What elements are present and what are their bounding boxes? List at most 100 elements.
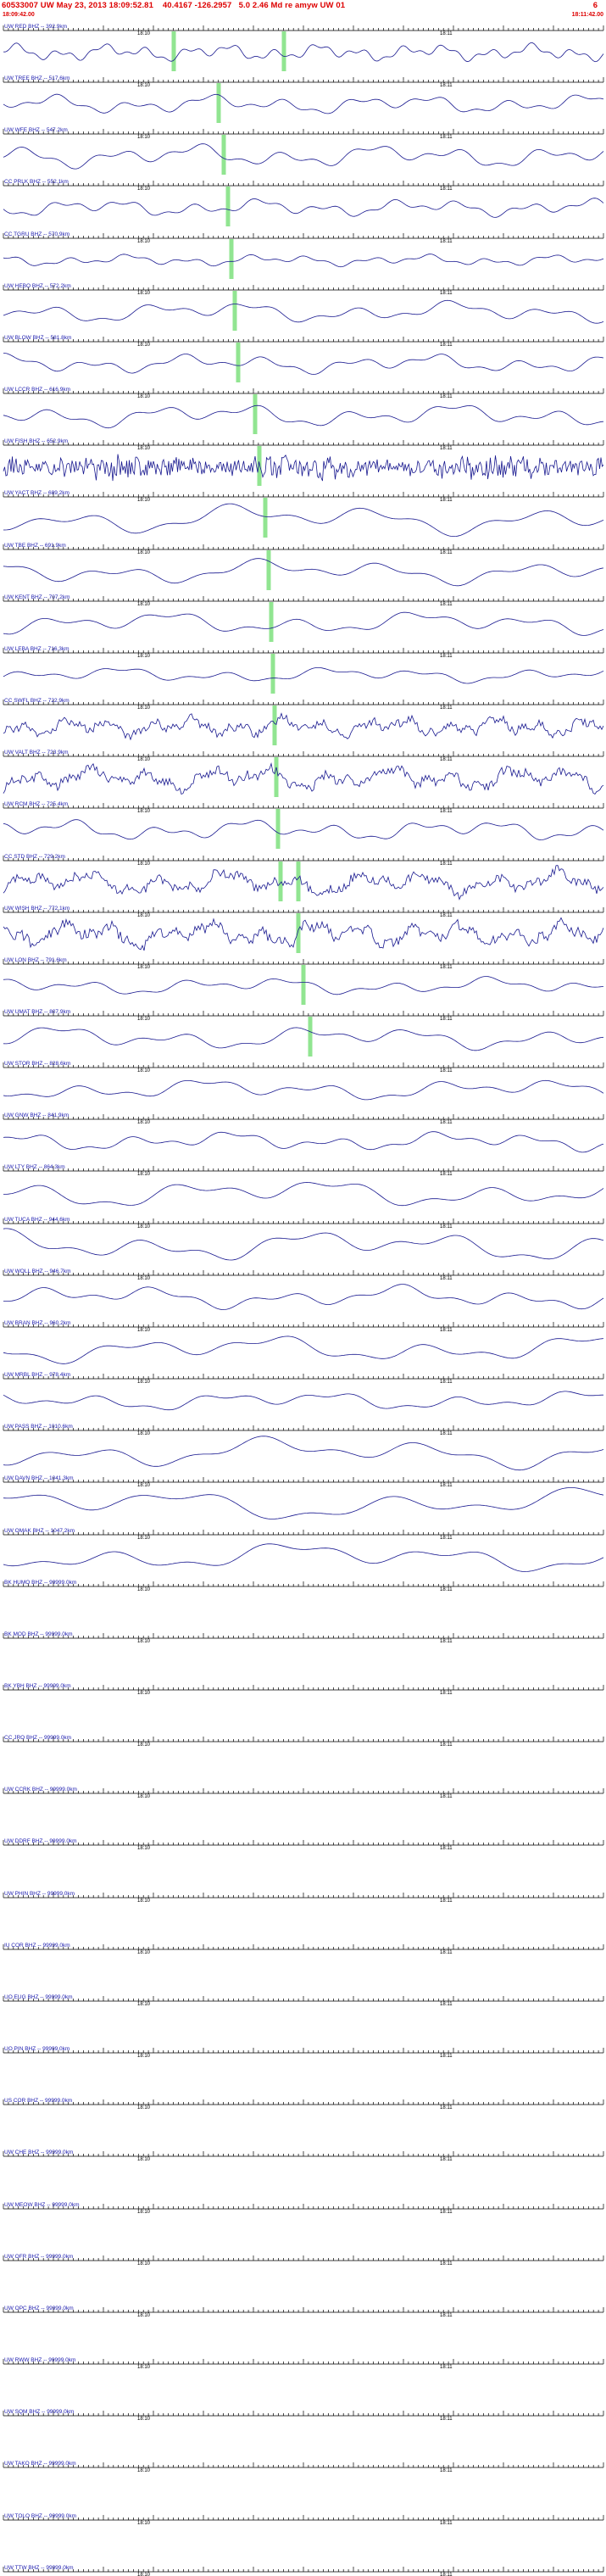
waveform: [3, 299, 604, 324]
trace-plot: [3, 129, 604, 176]
trace-row[interactable]: UW TUCA BHZ -- 944.6km 18:10 18:11: [0, 1213, 606, 1265]
trace-row[interactable]: UW OFR BHZ -- 99999.0km 18:10 18:11: [0, 2250, 606, 2302]
trace-row[interactable]: UW LTY BHZ -- 864.3km 18:10 18:11: [0, 1161, 606, 1213]
trace-plot: [3, 1632, 604, 1639]
pick-marker[interactable]: [232, 290, 237, 331]
trace-row[interactable]: UW WISH BHZ -- 772.1km 18:10 18:11: [0, 902, 606, 954]
trace-row[interactable]: UW CHE BHZ -- 99999.0km 18:10 18:11: [0, 2146, 606, 2198]
minute-label: 18:10: [137, 2520, 151, 2526]
pick-marker[interactable]: [263, 498, 268, 538]
time-ruler: [3, 440, 604, 446]
pick-marker[interactable]: [221, 135, 226, 176]
trace-row[interactable]: UW TREE BHZ -- 517.6km 18:10 18:11: [0, 72, 606, 124]
minute-label: 18:11: [440, 498, 453, 504]
trace-row[interactable]: UW DDRF BHZ -- 99999.0km 18:10 18:11: [0, 1835, 606, 1887]
trace-row[interactable]: BK YBH BHZ -- 99999.0km 18:10 18:11: [0, 1680, 606, 1731]
pick-marker[interactable]: [225, 187, 231, 227]
trace-row[interactable]: UW GNW BHZ -- 841.9km 18:10 18:11: [0, 1109, 606, 1161]
time-ruler: [3, 1632, 604, 1639]
pick-marker[interactable]: [296, 912, 301, 953]
trace-row[interactable]: BK HUMO BHZ -- 99999.0km 18:10 18:11: [0, 1576, 606, 1628]
pick-marker[interactable]: [236, 342, 241, 382]
trace-row[interactable]: UW TAKO BHZ -- 99999.0km 18:10 18:11: [0, 2457, 606, 2509]
trace-row[interactable]: UW UMAT BHZ -- 807.9km 18:10 18:11: [0, 1006, 606, 1057]
trace-row[interactable]: UW PHIN BHZ -- 99999.0km 18:10 18:11: [0, 1887, 606, 1939]
minute-label: 18:11: [440, 1172, 453, 1178]
trace-row[interactable]: UW BLOW BHZ -- 581.8km 18:10 18:11: [0, 332, 606, 383]
waveform: [3, 864, 604, 900]
channel-label: UW WISH BHZ -- 772.1km: [4, 905, 70, 912]
minute-label: 18:11: [440, 2312, 453, 2318]
channel-label: UW TREE BHZ -- 517.6km: [4, 75, 70, 82]
pick-marker[interactable]: [269, 601, 274, 642]
trace-row[interactable]: UO EUG BHZ -- 99999.0km 18:10 18:11: [0, 1991, 606, 2043]
trace-row[interactable]: CC SWFL BHZ -- 722.9km 18:10 18:11: [0, 694, 606, 746]
waveform: [3, 611, 604, 636]
trace-row[interactable]: UW VALT BHZ -- 723.9km 18:10 18:11: [0, 746, 606, 798]
trace-row[interactable]: UW LON BHZ -- 791.6km 18:10 18:11: [0, 954, 606, 1006]
time-ruler: [3, 336, 604, 343]
trace-row[interactable]: UW STOR BHZ -- 828.6km 18:10 18:11: [0, 1057, 606, 1109]
trace-row[interactable]: UW TOLO BHZ -- 99999.0km 18:10 18:11: [0, 2510, 606, 2562]
trace-row[interactable]: CC TGRU BHZ -- 570.9km 18:10 18:11: [0, 228, 606, 280]
trace-row[interactable]: UW TBE BHZ -- 691.9km 18:10 18:11: [0, 539, 606, 591]
trace-row[interactable]: CC STD BHZ -- 729.2km 18:10 18:11: [0, 850, 606, 902]
trace-row[interactable]: UW CCRK BHZ -- 99999.0km 18:10 18:11: [0, 1783, 606, 1835]
trace-row[interactable]: UW YACT BHZ -- 689.2km 18:10 18:11: [0, 487, 606, 538]
trace-row[interactable]: UW PASS BHZ -- 1010.6km 18:10 18:11: [0, 1420, 606, 1472]
trace-row[interactable]: UW MRBL BHZ -- 978.4km 18:10 18:11: [0, 1369, 606, 1420]
trace-row[interactable]: UW OMAK BHZ -- 1047.2km 18:10 18:11: [0, 1525, 606, 1576]
trace-row[interactable]: UW WFE BHZ -- 547.2km 18:10 18:11: [0, 124, 606, 176]
trace-row[interactable]: US COR BHZ -- 99999.0km 18:10 18:11: [0, 2094, 606, 2146]
trace-row[interactable]: UO PIN BHZ -- 99999.0km 18:10 18:11: [0, 2043, 606, 2094]
pick-marker[interactable]: [275, 809, 281, 850]
minute-label: 18:11: [440, 705, 453, 711]
minute-label: 18:10: [137, 1846, 151, 1852]
pick-marker[interactable]: [216, 83, 221, 124]
trace-row[interactable]: CC JRO BHZ -- 99999.0km 18:10 18:11: [0, 1731, 606, 1783]
trace-row[interactable]: UW BRAN BHZ -- 960.2km 18:10 18:11: [0, 1317, 606, 1369]
pick-marker[interactable]: [274, 757, 279, 798]
trace-row[interactable]: UW OPC BHZ -- 99999.0km 18:10 18:11: [0, 2302, 606, 2354]
trace-row[interactable]: UW RED BHZ -- 392.9km 18:10 18:11: [0, 20, 606, 72]
trace-row[interactable]: UW TTW BHZ -- 99999.0km 18:10 18:11: [0, 2562, 606, 2576]
trace-row[interactable]: CC PRLK BHZ -- 552.1km 18:10 18:11: [0, 176, 606, 227]
trace-plot: [3, 440, 604, 487]
channel-label: BK YBH BHZ -- 99999.0km: [4, 1683, 71, 1689]
pick-marker[interactable]: [253, 394, 258, 435]
pick-marker[interactable]: [266, 549, 271, 590]
trace-row[interactable]: UW KENT BHZ -- 707.2km 18:10 18:11: [0, 591, 606, 643]
trace-plot: [3, 1010, 604, 1057]
waveform: [3, 1436, 604, 1471]
minute-label: 18:10: [137, 31, 151, 36]
pick-marker[interactable]: [301, 964, 306, 1005]
pick-marker[interactable]: [281, 31, 286, 71]
pick-marker[interactable]: [272, 705, 277, 746]
trace-row[interactable]: UW RCM BHZ -- 725.4km 18:10 18:11: [0, 798, 606, 850]
pick-marker[interactable]: [270, 653, 275, 694]
trace-row[interactable]: UW MEOW BHZ -- 99999.0km 18:10 18:11: [0, 2199, 606, 2250]
channel-label: UW YACT BHZ -- 689.2km: [4, 490, 69, 497]
trace-row[interactable]: UW WOLL BHZ -- 946.7km 18:10 18:11: [0, 1265, 606, 1317]
trace-row[interactable]: UW DAVN BHZ -- 1041.3km 18:10 18:11: [0, 1472, 606, 1524]
channel-label: UW BLOW BHZ -- 581.8km: [4, 334, 72, 341]
pick-marker[interactable]: [229, 238, 234, 279]
trace-row[interactable]: UW HEBO BHZ -- 572.2km 18:10 18:11: [0, 280, 606, 332]
trace-row[interactable]: UW RWW BHZ -- 99999.0km 18:10 18:11: [0, 2354, 606, 2406]
trace-row[interactable]: BK MOD BHZ -- 99999.0km 18:10 18:11: [0, 1628, 606, 1680]
trace-row[interactable]: IU COR BHZ -- 99999.0km 18:10 18:11: [0, 1939, 606, 1991]
pick-marker[interactable]: [278, 861, 283, 901]
trace-row[interactable]: UW FISH BHZ -- 652.9km 18:10 18:11: [0, 435, 606, 487]
trace-row[interactable]: UW LCCR BHZ -- 616.9km 18:10 18:11: [0, 383, 606, 435]
trace-row[interactable]: UW SQM BHZ -- 99999.0km 18:10 18:11: [0, 2406, 606, 2457]
channel-label: UW TTW BHZ -- 99999.0km: [4, 2564, 74, 2571]
waveform: [3, 1542, 604, 1572]
pick-marker[interactable]: [308, 1016, 313, 1057]
time-ruler: [3, 595, 604, 602]
pick-marker[interactable]: [171, 31, 176, 71]
pick-marker[interactable]: [296, 861, 301, 901]
pick-marker[interactable]: [257, 446, 262, 487]
minute-label: 18:11: [440, 861, 453, 867]
trace-row[interactable]: UW LEBA BHZ -- 716.3km 18:10 18:11: [0, 643, 606, 694]
time-ruler: [3, 1425, 604, 1431]
